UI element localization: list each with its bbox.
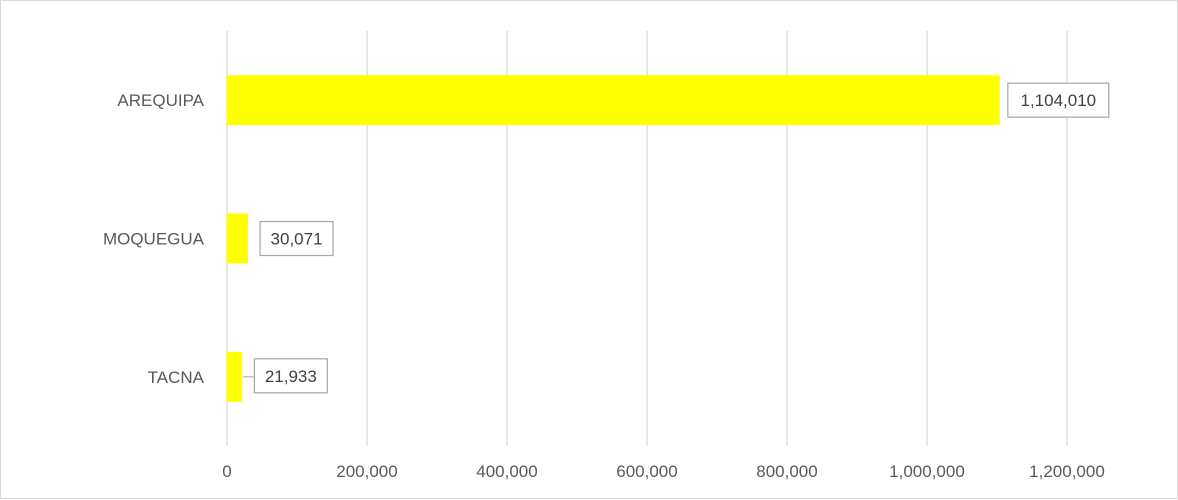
x-tick-label: 400,000 [476, 462, 537, 481]
x-tick-label: 1,200,000 [1029, 462, 1105, 481]
bar-arequipa [227, 75, 1000, 126]
x-tick-label: 0 [222, 462, 231, 481]
category-label: MOQUEGUA [103, 230, 205, 249]
x-tick-label: 600,000 [616, 462, 677, 481]
x-tick-label: 200,000 [336, 462, 397, 481]
data-label-box [1007, 82, 1110, 118]
data-label: 21,933 [265, 367, 317, 386]
data-labels: 1,104,010 30,071 21,933 [243, 82, 1110, 394]
x-tick-label: 800,000 [756, 462, 817, 481]
category-label: TACNA [148, 368, 205, 387]
axes: 0 200,000 400,000 600,000 800,000 1,000,000 1,… [103, 91, 1105, 481]
data-label-box [253, 358, 328, 394]
bar-moquegua [227, 213, 249, 264]
bar-tacna [227, 351, 243, 402]
x-tick-label: 1,000,000 [889, 462, 965, 481]
data-label-box [259, 220, 334, 257]
data-label: 1,104,010 [1020, 91, 1096, 110]
category-label: AREQUIPA [117, 91, 204, 110]
bars [227, 75, 1000, 402]
data-label: 30,071 [271, 230, 323, 249]
